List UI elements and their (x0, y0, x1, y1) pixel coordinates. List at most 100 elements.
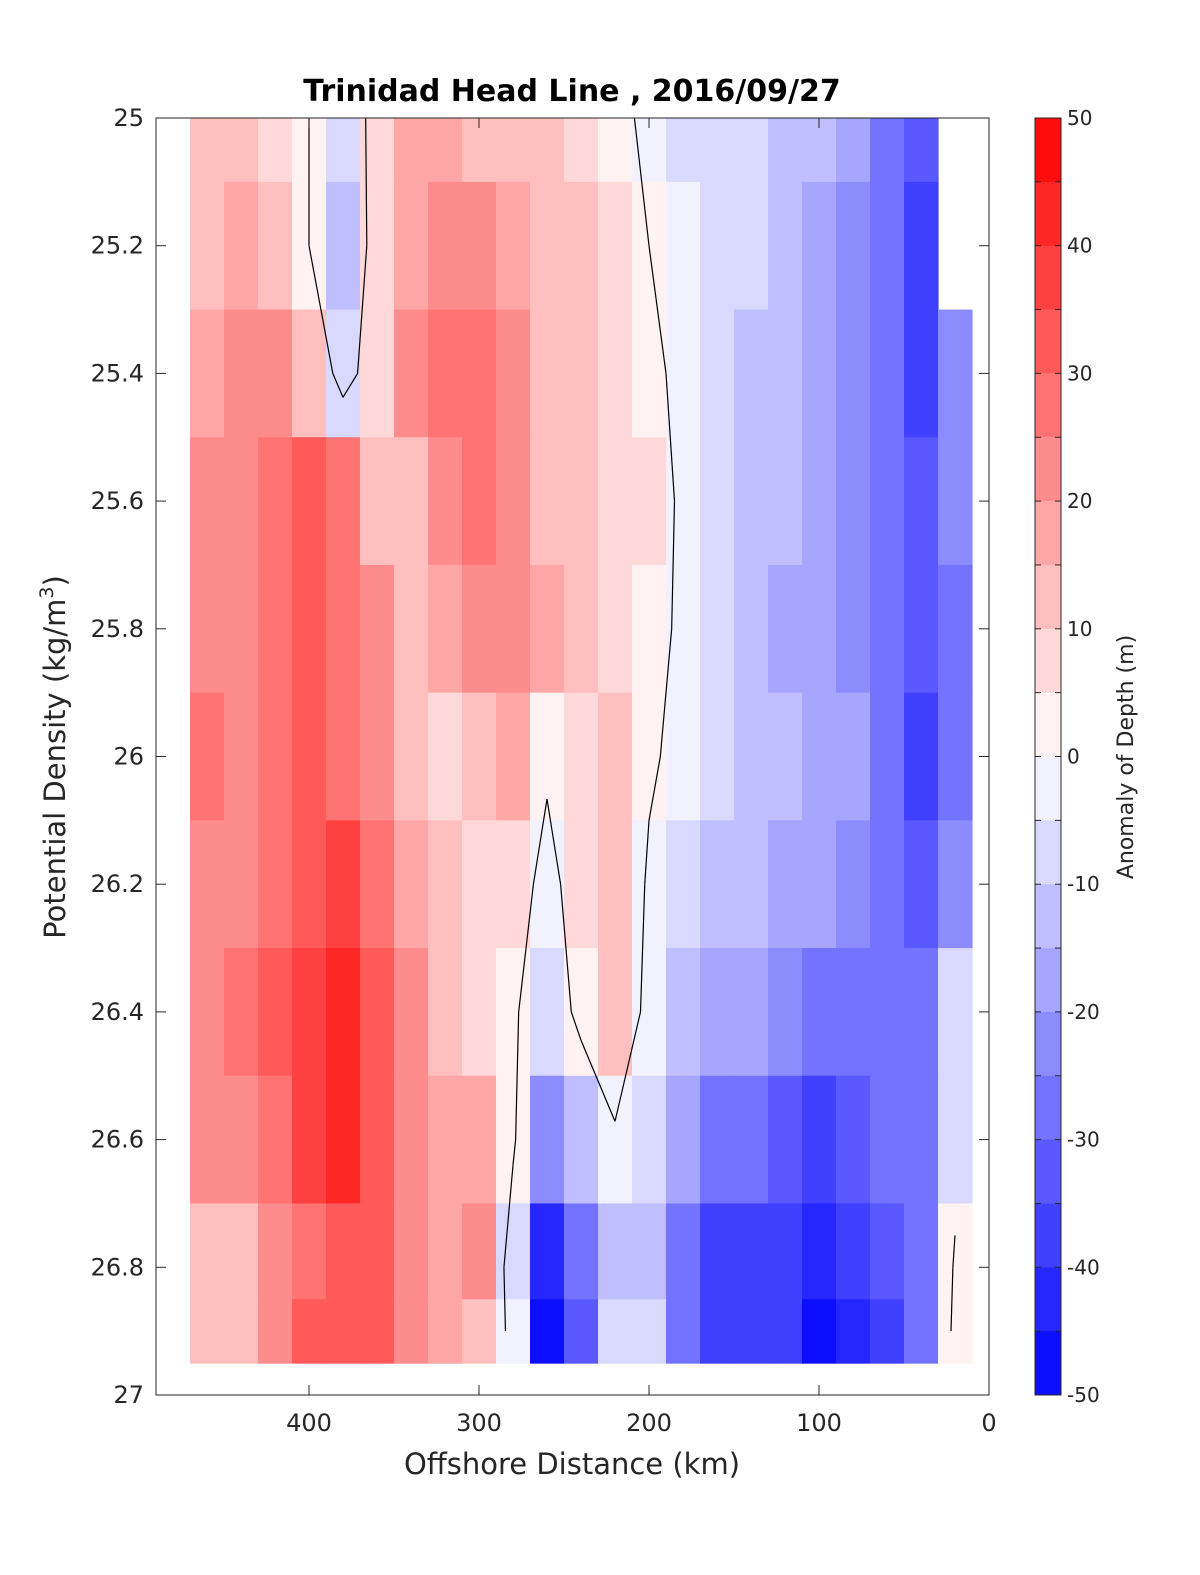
field-cell (768, 1299, 803, 1364)
field-cell (326, 1299, 361, 1364)
field-cell (734, 564, 769, 694)
colorbar-band (1035, 1267, 1061, 1332)
colorbar-band (1035, 1011, 1061, 1077)
x-tick-label: 0 (981, 1409, 996, 1437)
field-cell (530, 1075, 565, 1205)
field-cell (530, 309, 565, 438)
field-cell (938, 564, 973, 694)
field-cell (904, 437, 939, 566)
colorbar: 50 40 30 20 10 0 -10 -20 -30 -40 -50 (1034, 106, 1100, 1407)
field-cell (904, 1075, 939, 1205)
field-cell (768, 692, 803, 821)
field-cell (904, 948, 939, 1077)
field-cell (632, 692, 667, 821)
field-cell (394, 1075, 429, 1205)
colorbar-tick-label: -30 (1067, 1128, 1100, 1152)
field-cell (258, 564, 293, 694)
field-cell (530, 118, 565, 183)
colorbar-band (1035, 628, 1061, 694)
colorbar-band (1035, 948, 1061, 1013)
field-cell (768, 1075, 803, 1205)
field-cell (938, 1299, 973, 1364)
field-cell (326, 437, 361, 566)
field-cell (190, 181, 225, 311)
y-axis-label-close: ) (38, 575, 72, 586)
field-cell (768, 309, 803, 438)
field-cell (564, 564, 599, 694)
field-cell (802, 1075, 837, 1205)
field-cell (734, 309, 769, 438)
field-cell (326, 692, 361, 821)
y-tick-label: 26 (113, 743, 144, 771)
field-cell (734, 437, 769, 566)
field-cell (394, 564, 429, 694)
field-cell (394, 118, 429, 183)
zero-contour-segment (515, 1011, 520, 1140)
field-cell (462, 437, 497, 566)
colorbar-tick-label: 10 (1067, 617, 1092, 641)
field-cell (836, 820, 871, 949)
field-cell (802, 181, 837, 311)
zero-contour-segment (308, 245, 334, 374)
field-cell (870, 948, 905, 1077)
field-cell (496, 437, 531, 566)
field-cell (666, 948, 701, 1077)
zero-contour-segment (950, 1267, 954, 1332)
field-cell (428, 309, 463, 438)
field-cell (530, 564, 565, 694)
field-cell (666, 692, 701, 821)
field-cell (870, 1299, 905, 1364)
field-cell (224, 1203, 259, 1300)
field-cell (666, 1203, 701, 1300)
field-cell (496, 820, 531, 949)
y-axis-label: Potential Density (kg/m3) (36, 575, 72, 939)
x-tick-label: 300 (456, 1409, 502, 1437)
field-cell (632, 437, 667, 566)
field-cell (394, 181, 429, 311)
zero-contour-segment (580, 1040, 616, 1122)
field-cell (904, 820, 939, 949)
field-cell (462, 692, 497, 821)
field-cell (292, 948, 327, 1077)
field-cell (292, 564, 327, 694)
zero-contour-segment (503, 1165, 514, 1268)
field-cell (564, 181, 599, 311)
field-cell (360, 437, 395, 566)
field-cell (530, 181, 565, 311)
field-cell (700, 1203, 735, 1300)
field-cell (632, 1075, 667, 1205)
y-axis-label-superscript: 3 (36, 586, 58, 598)
field-cell (224, 1075, 259, 1205)
field-cell (462, 1203, 497, 1300)
field-cell (190, 564, 225, 694)
field-cell (190, 1299, 225, 1364)
zero-contour-segment (332, 373, 344, 398)
colorbar-band (1035, 756, 1061, 821)
field-cell (700, 948, 735, 1077)
field-cell (496, 309, 531, 438)
zero-contour-segment (518, 884, 534, 1012)
zero-contour-segment (671, 501, 676, 629)
field-cell (462, 948, 497, 1077)
zero-contour-segment (648, 245, 667, 374)
field-cell (564, 692, 599, 821)
field-cell (938, 437, 973, 566)
field-cell (836, 181, 871, 311)
y-tick-label: 25.4 (91, 359, 144, 387)
colorbar-band (1035, 1203, 1061, 1268)
field-cell (564, 820, 599, 949)
field-cell (394, 1299, 429, 1364)
field-cell (598, 309, 633, 438)
colorbar-band (1035, 437, 1061, 502)
field-cell (938, 1203, 973, 1300)
field-cell (700, 564, 735, 694)
field-cell (428, 692, 463, 821)
field-cell (190, 820, 225, 949)
field-cell (292, 1075, 327, 1205)
field-cell (326, 1075, 361, 1205)
field-cell (870, 181, 905, 311)
field-cell (190, 692, 225, 821)
field-cell (462, 309, 497, 438)
field-cell (632, 948, 667, 1077)
